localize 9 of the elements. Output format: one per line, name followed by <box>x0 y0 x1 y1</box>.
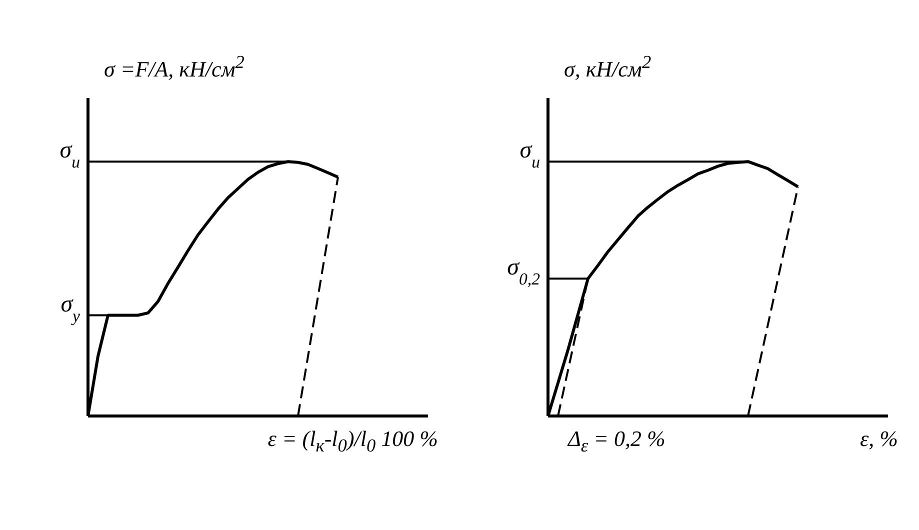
ref-line-label: σ$_{u}$ <box>520 138 540 172</box>
x-axis-title: ε = (l$_{к}$-l$_{0}$)/l$_{0}$ 100 % <box>268 426 438 456</box>
ref-line-label: σ$_{u}$ <box>60 138 80 172</box>
x-axis-title: ε, % <box>860 426 898 452</box>
ref-line-label: σ$_{y}$ <box>60 291 81 325</box>
y-axis-title: σ =F/A, кН/см$^{2}$ <box>104 52 244 82</box>
y-axis-title: σ, кН/см$^{2}$ <box>564 52 652 82</box>
ref-line-label: σ$_{0,2}$ <box>507 254 541 288</box>
text: Δ$_{ε}$ = 0,2 % <box>568 426 666 456</box>
